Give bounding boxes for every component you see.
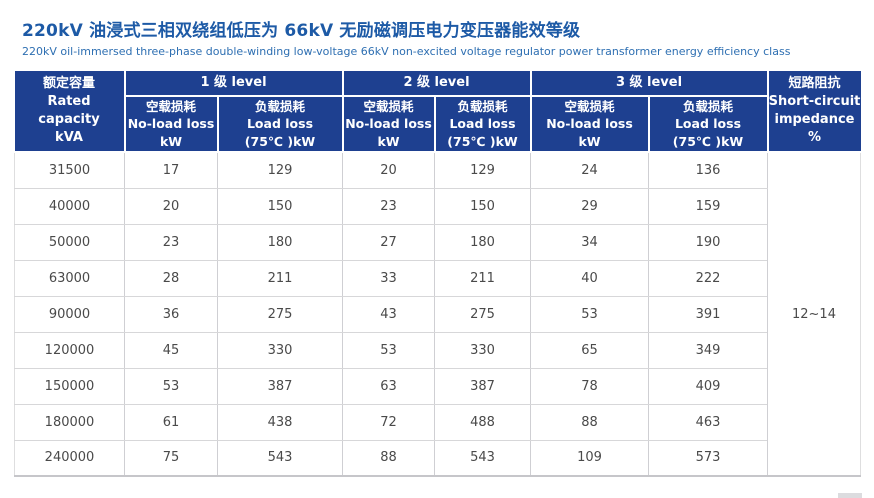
capacity-cell: 50000 <box>14 224 125 261</box>
value-cell: 438 <box>217 404 343 441</box>
header-level-3: 3 级 level <box>529 71 769 97</box>
value-cell: 36 <box>124 296 218 333</box>
value-cell: 28 <box>124 260 218 297</box>
value-cell: 29 <box>530 188 649 225</box>
value-cell: 53 <box>530 296 649 333</box>
table-row: 31500 17 129 20 129 24 136 12~14 <box>14 152 861 477</box>
page-title: 220kV 油浸式三相双绕组低压为 66kV 无励磁调压电力变压器能效等级 <box>22 21 581 41</box>
value-cell: 34 <box>530 224 649 261</box>
header-no-load-loss-2: 空载损耗 No-load loss kW <box>341 95 436 153</box>
value-cell: 387 <box>217 368 343 405</box>
value-cell: 45 <box>124 332 218 369</box>
value-cell: 275 <box>434 296 531 333</box>
value-cell: 573 <box>648 440 768 477</box>
value-cell: 24 <box>530 152 649 189</box>
value-cell: 53 <box>342 332 435 369</box>
value-cell: 488 <box>434 404 531 441</box>
value-cell: 409 <box>648 368 768 405</box>
value-cell: 109 <box>530 440 649 477</box>
table-row: 150000 53 387 63 387 78 409 <box>14 368 861 405</box>
value-cell: 222 <box>648 260 768 297</box>
value-cell: 391 <box>648 296 768 333</box>
value-cell: 387 <box>434 368 531 405</box>
value-cell: 275 <box>217 296 343 333</box>
value-cell: 150 <box>434 188 531 225</box>
header-no-load-loss-3: 空载损耗 No-load loss kW <box>529 95 650 153</box>
capacity-cell: 31500 <box>14 152 125 189</box>
value-cell: 211 <box>217 260 343 297</box>
header-load-loss-1: 负载损耗 Load loss (75℃ )kW <box>216 95 344 153</box>
value-cell: 43 <box>342 296 435 333</box>
value-cell: 75 <box>124 440 218 477</box>
capacity-cell: 150000 <box>14 368 125 405</box>
value-cell: 53 <box>124 368 218 405</box>
header-load-loss-3: 负载损耗 Load loss (75℃ )kW <box>647 95 768 153</box>
value-cell: 17 <box>124 152 218 189</box>
value-cell: 40 <box>530 260 649 297</box>
header-rated-capacity: 额定容量 Rated capacity kVA <box>14 71 126 153</box>
value-cell: 33 <box>342 260 435 297</box>
value-cell: 63 <box>342 368 435 405</box>
header-level-row: 额定容量 Rated capacity kVA 1 级 level 2 级 le… <box>14 71 861 153</box>
scrollbar-corner <box>838 493 862 498</box>
capacity-cell: 180000 <box>14 404 125 441</box>
table-row: 63000 28 211 33 211 40 222 <box>14 260 861 297</box>
table-row: 50000 23 180 27 180 34 190 <box>14 224 861 261</box>
header-level-1: 1 级 level <box>123 71 344 97</box>
header-no-load-loss-1: 空载损耗 No-load loss kW <box>124 95 219 153</box>
header-loss-row: 空载损耗 No-load loss kW 负载损耗 Load loss (75℃… <box>15 95 861 153</box>
header-level-2: 2 级 level <box>341 71 532 97</box>
value-cell: 349 <box>648 332 768 369</box>
table-body: 31500 17 129 20 129 24 136 12~14 40000 2… <box>14 152 861 477</box>
value-cell: 180 <box>217 224 343 261</box>
value-cell: 463 <box>648 404 768 441</box>
value-cell: 88 <box>342 440 435 477</box>
capacity-cell: 240000 <box>14 440 125 477</box>
value-cell: 543 <box>434 440 531 477</box>
value-cell: 543 <box>217 440 343 477</box>
value-cell: 129 <box>217 152 343 189</box>
capacity-cell: 90000 <box>14 296 125 333</box>
page-subtitle: 220kV oil-immersed three-phase double-wi… <box>22 45 791 58</box>
value-cell: 61 <box>124 404 218 441</box>
value-cell: 180 <box>434 224 531 261</box>
value-cell: 330 <box>434 332 531 369</box>
impedance-cell: 12~14 <box>767 152 861 477</box>
value-cell: 129 <box>434 152 531 189</box>
value-cell: 72 <box>342 404 435 441</box>
page: 220kV 油浸式三相双绕组低压为 66kV 无励磁调压电力变压器能效等级 22… <box>14 21 861 477</box>
value-cell: 88 <box>530 404 649 441</box>
value-cell: 20 <box>342 152 435 189</box>
value-cell: 23 <box>124 224 218 261</box>
value-cell: 330 <box>217 332 343 369</box>
value-cell: 23 <box>342 188 435 225</box>
header-short-circuit-impedance: 短路阻抗 Short-circuit impedance % <box>766 71 861 153</box>
table-row: 240000 75 543 88 543 109 573 <box>14 440 861 477</box>
table-row: 40000 20 150 23 150 29 159 <box>14 188 861 225</box>
value-cell: 27 <box>342 224 435 261</box>
capacity-cell: 40000 <box>14 188 125 225</box>
table-row: 90000 36 275 43 275 53 391 <box>14 296 861 333</box>
value-cell: 159 <box>648 188 768 225</box>
capacity-cell: 63000 <box>14 260 125 297</box>
header-load-loss-2: 负载损耗 Load loss (75℃ )kW <box>433 95 532 153</box>
capacity-cell: 120000 <box>14 332 125 369</box>
efficiency-table: 额定容量 Rated capacity kVA 1 级 level 2 级 le… <box>14 71 861 477</box>
table-row: 120000 45 330 53 330 65 349 <box>14 332 861 369</box>
value-cell: 78 <box>530 368 649 405</box>
value-cell: 136 <box>648 152 768 189</box>
value-cell: 150 <box>217 188 343 225</box>
value-cell: 190 <box>648 224 768 261</box>
table-row: 180000 61 438 72 488 88 463 <box>14 404 861 441</box>
table-header: 额定容量 Rated capacity kVA 1 级 level 2 级 le… <box>14 71 861 153</box>
value-cell: 65 <box>530 332 649 369</box>
value-cell: 20 <box>124 188 218 225</box>
value-cell: 211 <box>434 260 531 297</box>
